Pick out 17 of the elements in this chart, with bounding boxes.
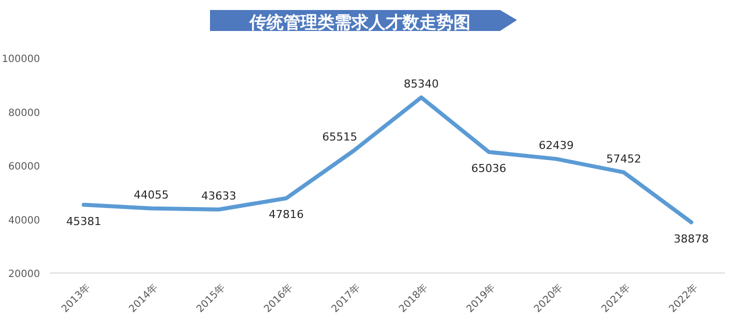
data-label: 43633 [201, 189, 236, 202]
y-tick-label: 40000 [8, 215, 40, 226]
data-label: 45381 [66, 214, 102, 228]
data-label: 65036 [471, 162, 506, 175]
title: 传统管理类需求人才数走势图 [210, 10, 517, 32]
data-label: 47816 [268, 208, 304, 222]
y-tick-label: 60000 [8, 162, 40, 172]
data-label: 57452 [606, 152, 642, 166]
y-tick-label: 80000 [8, 108, 40, 119]
y-tick-label: 100000 [2, 54, 40, 65]
data-label: 44055 [134, 188, 169, 202]
data-label: 85340 [404, 77, 439, 90]
data-label: 62439 [538, 138, 574, 152]
chart-title: 传统管理类需求人才数走势图 [248, 13, 470, 32]
data-label: 65515 [322, 130, 358, 144]
data-label: 38878 [674, 232, 709, 246]
y-tick-label: 20000 [8, 269, 40, 280]
